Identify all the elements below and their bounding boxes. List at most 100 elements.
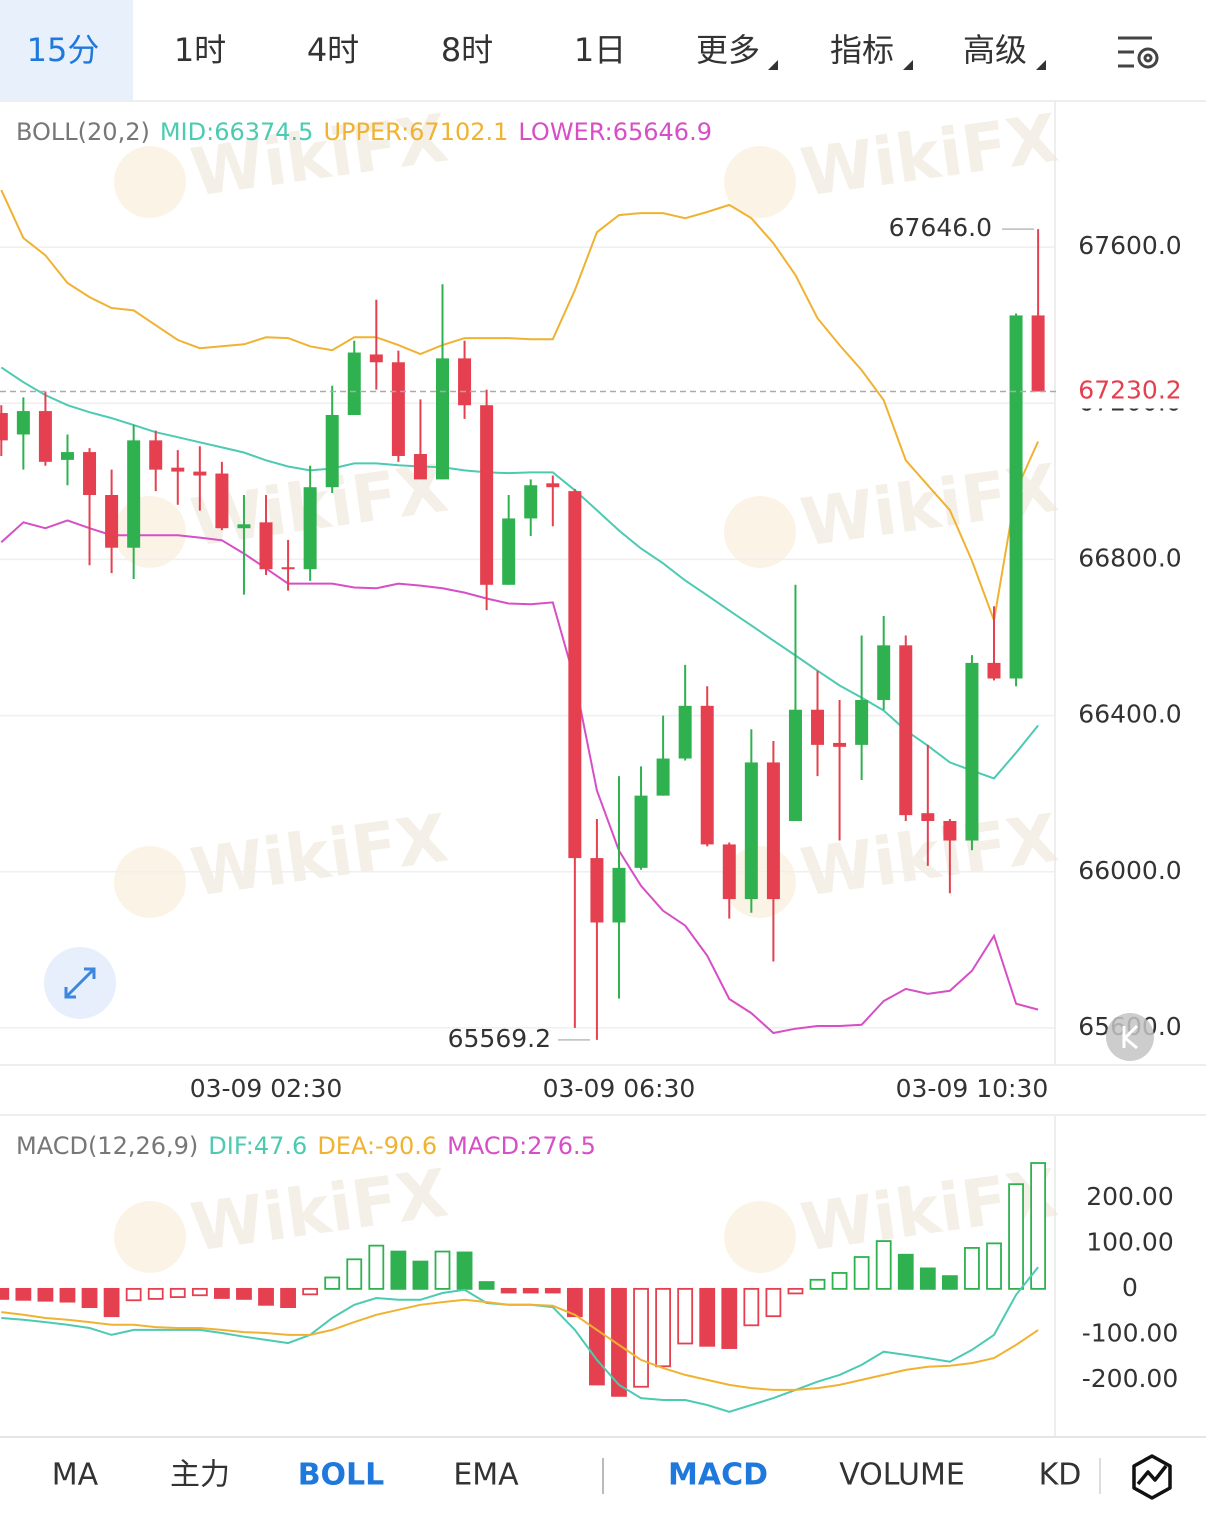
candle-body	[546, 483, 560, 488]
candle-body	[811, 709, 825, 745]
indicator-tab[interactable]: MA	[52, 1458, 99, 1493]
period-tab[interactable]: 1日	[574, 31, 626, 69]
candle-body	[634, 795, 648, 868]
candle-body	[612, 867, 626, 923]
macd-bar	[633, 1287, 649, 1388]
x-tick-label: 03-09 10:30	[896, 1074, 1049, 1103]
last-price-label: 67230.2	[1078, 375, 1181, 404]
legend-entry: DEA:-90.6	[317, 1132, 437, 1160]
macd-bar	[875, 1240, 892, 1290]
candle-body	[281, 567, 295, 570]
y-tick-label: 66000.0	[1078, 856, 1181, 885]
indicator-tab[interactable]: VOLUME	[839, 1458, 965, 1493]
macd-bar	[169, 1287, 186, 1298]
candle-body	[744, 762, 758, 900]
macd-bar	[368, 1244, 385, 1290]
reset-button[interactable]	[1106, 1013, 1154, 1061]
settings-icon[interactable]	[1118, 36, 1159, 69]
candle-body	[1009, 315, 1023, 679]
boll-line	[0, 189, 1040, 625]
watermark: WikiFX	[186, 100, 452, 212]
candle-body	[590, 858, 604, 923]
candle-body	[656, 758, 670, 796]
expand-button[interactable]	[44, 947, 116, 1019]
dropdown-arrows	[768, 60, 1046, 70]
candle-body	[149, 440, 163, 470]
candle-body	[921, 813, 935, 821]
candle-body	[1031, 315, 1045, 392]
macd-bar	[412, 1260, 429, 1290]
candle-body	[38, 411, 52, 462]
legend-entry: DIF:47.6	[208, 1132, 307, 1160]
candle-body	[788, 709, 802, 821]
macd-bar	[59, 1287, 76, 1303]
macd-bar	[964, 1247, 980, 1290]
y-tick-label: 200.00	[1086, 1182, 1173, 1211]
indicator-tab[interactable]: BOLL	[298, 1458, 385, 1493]
macd-bar	[655, 1287, 671, 1368]
macd-bar	[589, 1287, 605, 1386]
watermark-logo	[724, 1201, 796, 1273]
y-tick-label: -100.00	[1082, 1318, 1179, 1347]
macd-bar	[611, 1287, 627, 1397]
boll-line	[0, 366, 1039, 780]
macd-bar	[986, 1242, 1002, 1290]
watermark: WikiFX	[186, 1155, 452, 1267]
candle-body	[502, 518, 516, 585]
candle-body	[480, 405, 494, 585]
macd-bar	[897, 1253, 914, 1290]
y-tick-label: 66800.0	[1078, 543, 1181, 572]
macd-bar	[941, 1275, 958, 1290]
macd-bar	[456, 1251, 473, 1290]
candle-body	[60, 452, 74, 460]
period-tab[interactable]: 高级	[963, 31, 1027, 69]
macd-bar	[500, 1287, 517, 1294]
macd-line	[1, 1298, 1039, 1391]
macd-bar	[544, 1287, 561, 1294]
candle-body	[171, 467, 185, 472]
macd-bar	[522, 1287, 539, 1294]
period-tab[interactable]: 8时	[441, 31, 493, 69]
low-label: 65569.2	[448, 1024, 551, 1053]
watermark: WikiFX	[796, 100, 1062, 212]
period-tab[interactable]: 1时	[174, 31, 226, 69]
drawing-icon[interactable]	[1132, 1454, 1172, 1500]
indicator-tab[interactable]: EMA	[453, 1458, 519, 1493]
period-tab[interactable]: 指标	[830, 31, 894, 69]
indicator-tab[interactable]: 主力	[170, 1458, 230, 1493]
indicator-tab[interactable]: MACD	[668, 1458, 768, 1493]
candle-body	[215, 473, 229, 529]
candle-body	[413, 454, 427, 480]
macd-bar	[37, 1287, 54, 1302]
macd-bar	[81, 1287, 98, 1308]
macd-bar	[699, 1287, 716, 1347]
macd-bar	[831, 1272, 848, 1290]
macd-bar	[15, 1287, 32, 1301]
period-tab[interactable]: 更多	[696, 31, 760, 69]
period-tab[interactable]: 15分	[27, 31, 100, 69]
candle-body	[369, 354, 383, 363]
macd-bar	[765, 1287, 782, 1318]
candle-body	[391, 362, 405, 456]
macd-bar	[258, 1287, 274, 1306]
high-label: 67646.0	[889, 213, 992, 242]
macd-bar	[853, 1256, 870, 1290]
candle-body	[105, 495, 119, 548]
macd-bar	[191, 1287, 208, 1297]
candle-body	[899, 645, 913, 816]
indicator-tab[interactable]: KD	[1039, 1458, 1082, 1493]
candle-body	[568, 491, 582, 859]
legend-entry: UPPER:67102.1	[323, 118, 508, 146]
macd-bar	[125, 1287, 142, 1302]
macd-bar	[1030, 1162, 1047, 1290]
candle-body	[347, 352, 361, 415]
macd-bar	[721, 1287, 738, 1349]
x-tick-label: 03-09 06:30	[543, 1074, 696, 1103]
macd-bar	[434, 1250, 451, 1290]
macd-bar	[324, 1276, 341, 1290]
y-tick-label: 100.00	[1086, 1227, 1173, 1256]
legend-title: BOLL(20,2)	[16, 118, 150, 146]
period-tab[interactable]: 4时	[307, 31, 359, 69]
